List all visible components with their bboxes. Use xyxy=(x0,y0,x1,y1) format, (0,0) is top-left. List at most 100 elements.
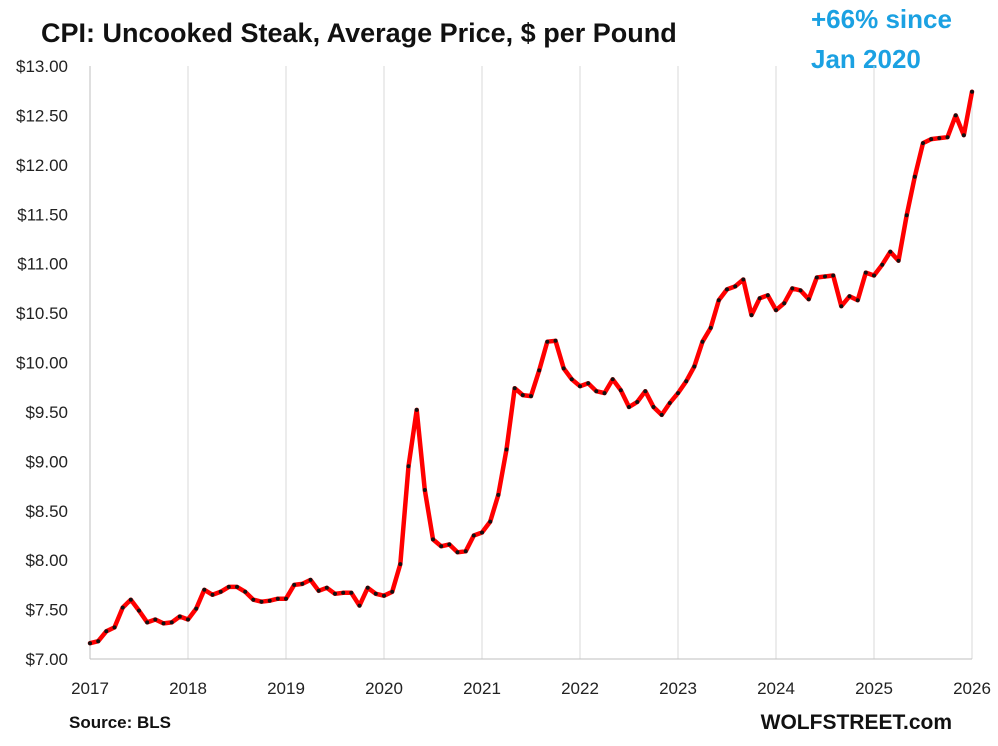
data-point xyxy=(684,379,689,384)
data-point xyxy=(635,400,640,404)
data-point xyxy=(471,533,476,538)
data-point xyxy=(537,368,542,373)
data-point xyxy=(716,298,721,303)
x-tick-label: 2018 xyxy=(169,679,207,698)
vertical-gridlines xyxy=(187,66,973,659)
data-point xyxy=(259,599,264,604)
annotation: +66% since Jan 2020 xyxy=(811,4,952,74)
data-point xyxy=(226,584,231,589)
data-point xyxy=(529,394,533,399)
brand-label: WOLFSTREET.com xyxy=(761,711,952,734)
data-point xyxy=(112,625,117,630)
data-point xyxy=(96,639,101,644)
data-point xyxy=(651,405,656,409)
data-point xyxy=(439,544,444,549)
data-point xyxy=(202,587,207,592)
data-point xyxy=(921,141,925,146)
data-point xyxy=(153,617,158,622)
data-point xyxy=(578,384,582,389)
data-point xyxy=(177,614,182,619)
y-tick-label: $13.00 xyxy=(16,57,68,76)
data-point xyxy=(88,641,92,646)
data-point xyxy=(643,389,648,394)
y-tick-label: $11.50 xyxy=(17,205,68,224)
data-point xyxy=(569,377,574,382)
data-point xyxy=(382,593,386,598)
data-point xyxy=(953,113,958,118)
data-point xyxy=(774,308,778,313)
x-tick-label: 2021 xyxy=(463,679,501,698)
data-point xyxy=(896,258,901,263)
data-point xyxy=(700,339,705,344)
data-point xyxy=(692,364,697,369)
y-tick-label: $11.00 xyxy=(17,255,68,274)
data-point xyxy=(888,249,893,254)
data-point xyxy=(218,589,223,594)
data-point xyxy=(316,588,321,593)
data-point xyxy=(847,294,852,299)
data-point xyxy=(390,589,395,594)
data-point xyxy=(806,297,811,302)
y-tick-label: $8.50 xyxy=(25,502,68,521)
data-point xyxy=(480,530,484,535)
data-point xyxy=(373,591,378,596)
data-point xyxy=(520,393,525,398)
data-point xyxy=(855,298,860,303)
data-point xyxy=(618,388,623,393)
y-tick-label: $7.00 xyxy=(25,650,68,669)
data-point xyxy=(937,136,942,141)
data-point xyxy=(970,89,974,94)
data-point xyxy=(676,391,680,396)
data-point xyxy=(104,629,109,634)
data-point xyxy=(488,519,493,524)
series-layer xyxy=(87,89,975,646)
x-tick-label: 2022 xyxy=(561,679,599,698)
data-point xyxy=(145,620,150,625)
y-tick-label: $10.50 xyxy=(16,304,68,323)
y-tick-label: $8.00 xyxy=(25,551,68,570)
data-point xyxy=(594,389,599,394)
data-point xyxy=(431,537,435,542)
data-point xyxy=(602,391,607,396)
data-point xyxy=(251,597,256,602)
data-point xyxy=(798,288,803,293)
data-point xyxy=(496,492,501,497)
x-tick-label: 2025 xyxy=(855,679,893,698)
x-tick-label: 2023 xyxy=(659,679,697,698)
data-point xyxy=(365,585,370,590)
data-point xyxy=(333,591,337,596)
y-tick-label: $12.50 xyxy=(16,106,68,125)
data-point xyxy=(545,339,550,344)
annotation-line-1: +66% since xyxy=(811,4,952,34)
data-point xyxy=(659,412,664,417)
data-point xyxy=(292,582,297,587)
data-point xyxy=(872,273,876,278)
data-point xyxy=(267,598,272,603)
annotation-line-2: Jan 2020 xyxy=(811,44,921,74)
data-point xyxy=(814,275,819,280)
data-point xyxy=(831,273,836,278)
data-point xyxy=(284,596,288,601)
data-point xyxy=(128,597,133,602)
y-tick-label: $10.00 xyxy=(16,354,68,373)
chart-title: CPI: Uncooked Steak, Average Price, $ pe… xyxy=(41,18,677,48)
x-tick-label: 2017 xyxy=(71,679,109,698)
data-point xyxy=(863,270,868,275)
y-tick-label: $9.00 xyxy=(25,452,68,471)
data-point xyxy=(708,325,713,330)
data-point xyxy=(447,542,452,547)
data-point xyxy=(725,287,729,292)
data-point xyxy=(667,401,672,405)
data-point xyxy=(765,293,770,298)
y-tick-label: $9.50 xyxy=(25,403,68,422)
data-point xyxy=(300,581,305,586)
data-point xyxy=(782,301,787,306)
data-point xyxy=(357,603,362,608)
data-point xyxy=(929,137,934,142)
y-tick-labels: $7.00 $7.50 $8.00 $8.50 $9.00 $9.50 $10.00 $10.… xyxy=(16,57,68,669)
data-point xyxy=(169,620,174,625)
data-point xyxy=(398,562,403,567)
data-point xyxy=(406,464,411,469)
data-point xyxy=(186,617,190,622)
